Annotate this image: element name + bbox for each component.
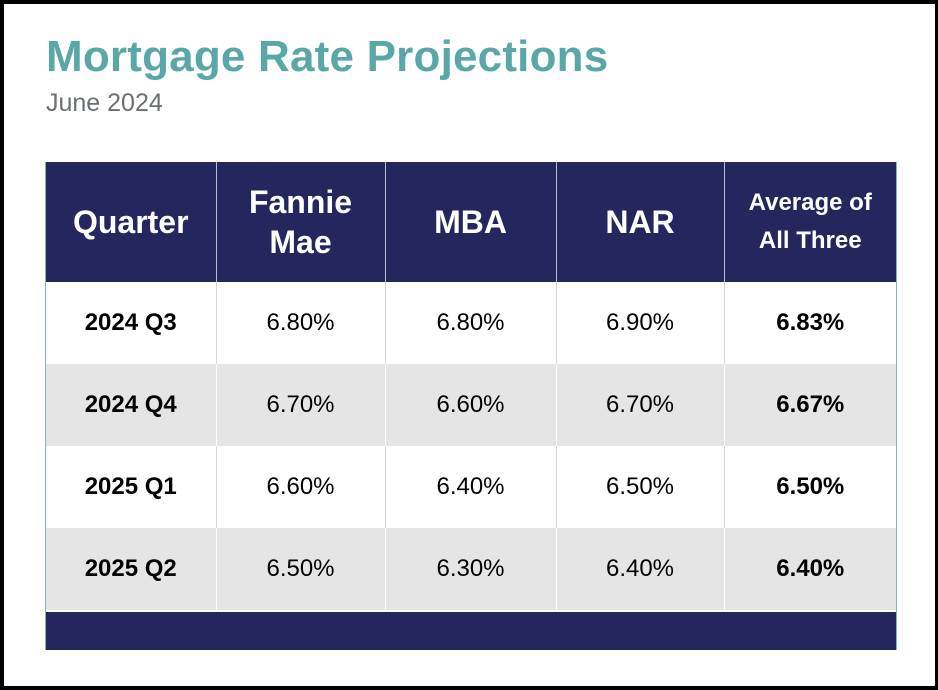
table-row: 2024 Q3 6.80% 6.80% 6.90% 6.83% [46, 282, 896, 364]
table-row: 2025 Q1 6.60% 6.40% 6.50% 6.50% [46, 446, 896, 528]
cell-nar: 6.90% [556, 282, 725, 364]
cell-quarter: 2025 Q1 [46, 446, 217, 528]
table-row: 2024 Q4 6.70% 6.60% 6.70% 6.67% [46, 364, 896, 446]
cell-nar: 6.50% [556, 446, 725, 528]
cell-fannie-mae: 6.50% [216, 528, 386, 610]
table-footer-bar [46, 612, 896, 650]
column-header-fannie-mae: Fannie Mae [216, 162, 386, 282]
column-header-average-label: Average of All Three [748, 189, 872, 254]
cell-quarter: 2025 Q2 [46, 528, 217, 610]
cell-mba: 6.80% [385, 282, 557, 364]
cell-nar: 6.40% [556, 528, 725, 610]
cell-nar: 6.70% [556, 364, 725, 446]
cell-fannie-mae: 6.60% [216, 446, 386, 528]
page-subtitle: June 2024 [46, 89, 163, 117]
cell-fannie-mae: 6.80% [216, 282, 386, 364]
cell-mba: 6.60% [385, 364, 557, 446]
table-row: 2025 Q2 6.50% 6.30% 6.40% 6.40% [46, 528, 896, 610]
column-header-nar: NAR [556, 162, 725, 282]
cell-average: 6.50% [724, 446, 896, 528]
column-header-quarter: Quarter [46, 162, 217, 282]
rate-table-container: Quarter Fannie Mae MBA NAR Average of Al… [45, 162, 897, 650]
column-header-average: Average of All Three [724, 162, 896, 282]
cell-average: 6.67% [724, 364, 896, 446]
page-title: Mortgage Rate Projections [46, 32, 609, 81]
column-header-fannie-mae-label: Fannie Mae [248, 184, 353, 260]
cell-mba: 6.40% [385, 446, 557, 528]
cell-average: 6.83% [724, 282, 896, 364]
column-header-mba: MBA [385, 162, 557, 282]
cell-quarter: 2024 Q4 [46, 364, 217, 446]
rate-projection-table: Quarter Fannie Mae MBA NAR Average of Al… [46, 162, 896, 610]
cell-quarter: 2024 Q3 [46, 282, 217, 364]
table-header-row: Quarter Fannie Mae MBA NAR Average of Al… [46, 162, 896, 282]
cell-fannie-mae: 6.70% [216, 364, 386, 446]
cell-average: 6.40% [724, 528, 896, 610]
cell-mba: 6.30% [385, 528, 557, 610]
